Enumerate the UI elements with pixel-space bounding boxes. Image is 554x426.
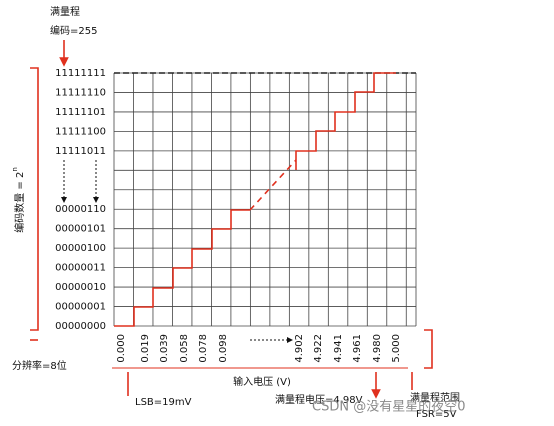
y-code: 11111101 xyxy=(55,107,106,118)
y-code: 11111011 xyxy=(55,146,106,157)
x-voltage: 4.980 xyxy=(372,334,383,363)
staircase xyxy=(114,209,250,327)
x-voltage: 0.098 xyxy=(218,334,229,363)
full-scale-code: 编码=255 xyxy=(50,24,97,37)
x-voltage: 0.058 xyxy=(179,334,190,363)
y-code: 11111110 xyxy=(55,87,106,98)
y-code: 11111100 xyxy=(55,126,106,137)
full-scale-title: 满量程 xyxy=(50,6,80,18)
y-code: 00000100 xyxy=(55,243,106,254)
resolution: 分辨率=8位 xyxy=(12,359,67,372)
x-voltage: 4.902 xyxy=(294,334,305,363)
bracket xyxy=(30,67,39,331)
code-count: 编码数量 = 2n xyxy=(11,167,26,233)
watermark: CSDN @没有星星的夜空0 xyxy=(312,399,465,415)
y-code: 11111111 xyxy=(55,68,106,79)
x-voltage: 0.039 xyxy=(159,334,170,363)
y-code: 00000110 xyxy=(55,204,106,215)
fsr-value: FSR=5V xyxy=(416,409,457,420)
x-voltage: 0.078 xyxy=(198,334,209,363)
staircase xyxy=(295,72,396,170)
x-voltage: 4.941 xyxy=(333,334,344,363)
full-scale-voltage: 满量程电压=4.98V xyxy=(275,393,363,406)
y-code: 00000011 xyxy=(55,263,106,274)
x-voltage: 4.961 xyxy=(352,334,363,363)
x-voltage: 4.922 xyxy=(313,334,324,363)
y-code: 00000000 xyxy=(55,321,106,332)
lsb: LSB=19mV xyxy=(135,397,192,408)
x-axis-label: 输入电压 (V) xyxy=(233,375,291,388)
y-code: 00000101 xyxy=(55,224,106,235)
staircase-gap xyxy=(249,159,297,211)
grid xyxy=(113,72,417,327)
x-voltage: 0.000 xyxy=(116,334,127,363)
x-voltage: 0.019 xyxy=(140,334,151,363)
x-voltage: 5.000 xyxy=(391,334,402,363)
bracket xyxy=(424,329,433,369)
y-code: 00000001 xyxy=(55,302,106,313)
y-code: 00000010 xyxy=(55,282,106,293)
fsr-title: 满量程范围 xyxy=(410,391,460,404)
